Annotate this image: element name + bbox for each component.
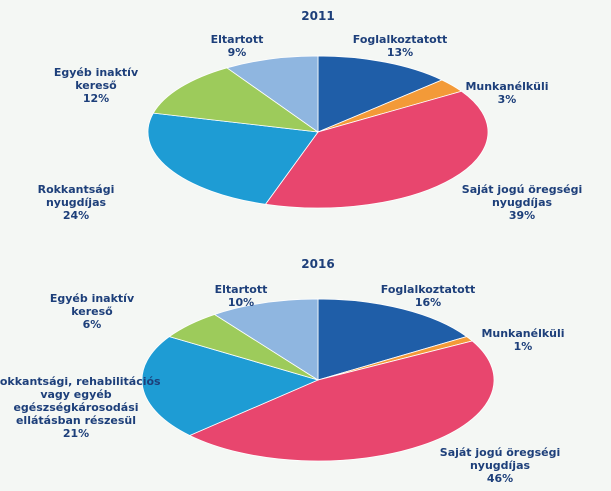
value-label: 12% — [82, 92, 110, 105]
slice-label: Egyéb inaktív kereső 6% — [37, 292, 147, 331]
value-label: 46% — [486, 472, 514, 485]
value-label: 39% — [508, 209, 536, 222]
value-label: 10% — [227, 296, 255, 309]
slice-label: Egyéb inaktív kereső 12% — [41, 66, 151, 105]
category-label: Munkanélküli — [481, 327, 565, 340]
chart-title: 2016 — [301, 257, 335, 271]
chart-title: 2011 — [301, 9, 335, 23]
category-label: Foglalkoztatott — [352, 33, 448, 46]
slice-label: Saját jogú öregségi nyugdíjas 39% — [437, 183, 607, 222]
category-label: Rokkantsági, rehabilitációs vagy egyéb e… — [0, 375, 161, 427]
category-label: Egyéb inaktív kereső — [49, 292, 135, 318]
category-label: Saját jogú öregségi nyugdíjas — [439, 446, 561, 472]
slice-label: Rokkantsági nyugdíjas 24% — [16, 183, 136, 222]
value-label: 1% — [513, 340, 533, 353]
pie-slice — [317, 55, 443, 133]
slice-label: Foglalkoztatott 16% — [353, 283, 503, 309]
pie-slice — [147, 112, 319, 205]
pie-slice — [141, 336, 320, 436]
value-label: 21% — [62, 427, 90, 440]
pie-slice — [225, 55, 319, 133]
value-label: 16% — [414, 296, 442, 309]
pie-slice — [188, 340, 495, 462]
category-label: Eltartott — [210, 33, 264, 46]
value-label: 9% — [227, 46, 247, 59]
slice-label: Foglalkoztatott 13% — [325, 33, 475, 59]
slice-label: Eltartott 10% — [201, 283, 281, 309]
slice-label: Rokkantsági, rehabilitációs vagy egyéb e… — [0, 375, 161, 440]
value-label: 3% — [497, 93, 517, 106]
value-label: 6% — [82, 318, 102, 331]
category-label: Eltartott — [214, 283, 268, 296]
pie-slice — [317, 298, 468, 381]
slice-label: Munkanélküli 3% — [452, 80, 562, 106]
category-label: Rokkantsági nyugdíjas — [37, 183, 115, 209]
category-label: Munkanélküli — [465, 80, 549, 93]
value-label: 13% — [386, 46, 414, 59]
category-label: Saját jogú öregségi nyugdíjas — [461, 183, 583, 209]
pie-slice — [152, 67, 319, 133]
category-label: Foglalkoztatott — [380, 283, 476, 296]
value-label: 24% — [62, 209, 90, 222]
pie-slice — [213, 298, 319, 381]
category-label: Egyéb inaktív kereső — [53, 66, 139, 92]
slice-label: Munkanélküli 1% — [468, 327, 578, 353]
slice-label: Eltartott 9% — [197, 33, 277, 59]
slice-label: Saját jogú öregségi nyugdíjas 46% — [415, 446, 585, 485]
pie-slice — [264, 90, 489, 209]
